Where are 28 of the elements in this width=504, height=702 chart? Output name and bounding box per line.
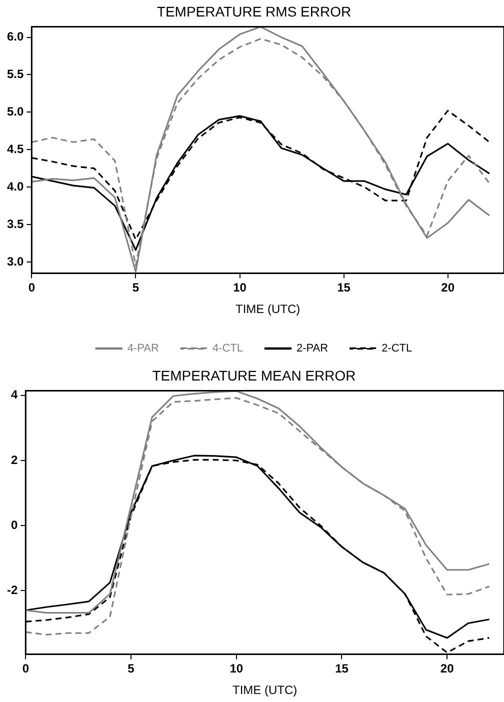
x-axis-title: TIME (UTC) xyxy=(236,302,300,316)
x-tick-label: 5 xyxy=(132,280,140,295)
x-tick-label: 20 xyxy=(440,662,454,676)
y-tick-label: 2 xyxy=(10,452,18,467)
chart-title: TEMPERATURE RMS ERROR xyxy=(156,3,352,20)
legend-label: 2-CTL xyxy=(382,342,412,355)
y-tick-label: 5.0 xyxy=(6,104,24,118)
legend-label: 2-PAR xyxy=(296,342,328,355)
y-tick-label: -2 xyxy=(7,583,18,598)
y-tick-label: 3.0 xyxy=(6,254,24,268)
x-tick-label: 15 xyxy=(337,280,351,295)
x-tick-label: 15 xyxy=(335,662,349,676)
x-tick-label: 0 xyxy=(28,280,36,295)
x-tick-label: 5 xyxy=(128,662,135,676)
y-tick-label: 4.5 xyxy=(6,142,24,156)
x-axis-title: TIME (UTC) xyxy=(232,683,298,698)
y-tick-label: 3.5 xyxy=(6,216,24,231)
x-tick-label: 10 xyxy=(230,662,244,676)
legend-label: 4-CTL xyxy=(212,342,243,355)
x-tick-label: 10 xyxy=(233,280,247,295)
y-tick-label: 6.0 xyxy=(6,30,24,44)
y-tick-label: 0 xyxy=(10,518,18,532)
x-tick-label: 20 xyxy=(441,280,455,295)
y-tick-label: 4 xyxy=(10,388,18,402)
y-tick-label: 4.0 xyxy=(6,179,24,194)
y-tick-label: 5.5 xyxy=(6,67,24,82)
legend-label: 4-PAR xyxy=(127,342,159,355)
chart-title: TEMPERATURE MEAN ERROR xyxy=(152,367,356,384)
